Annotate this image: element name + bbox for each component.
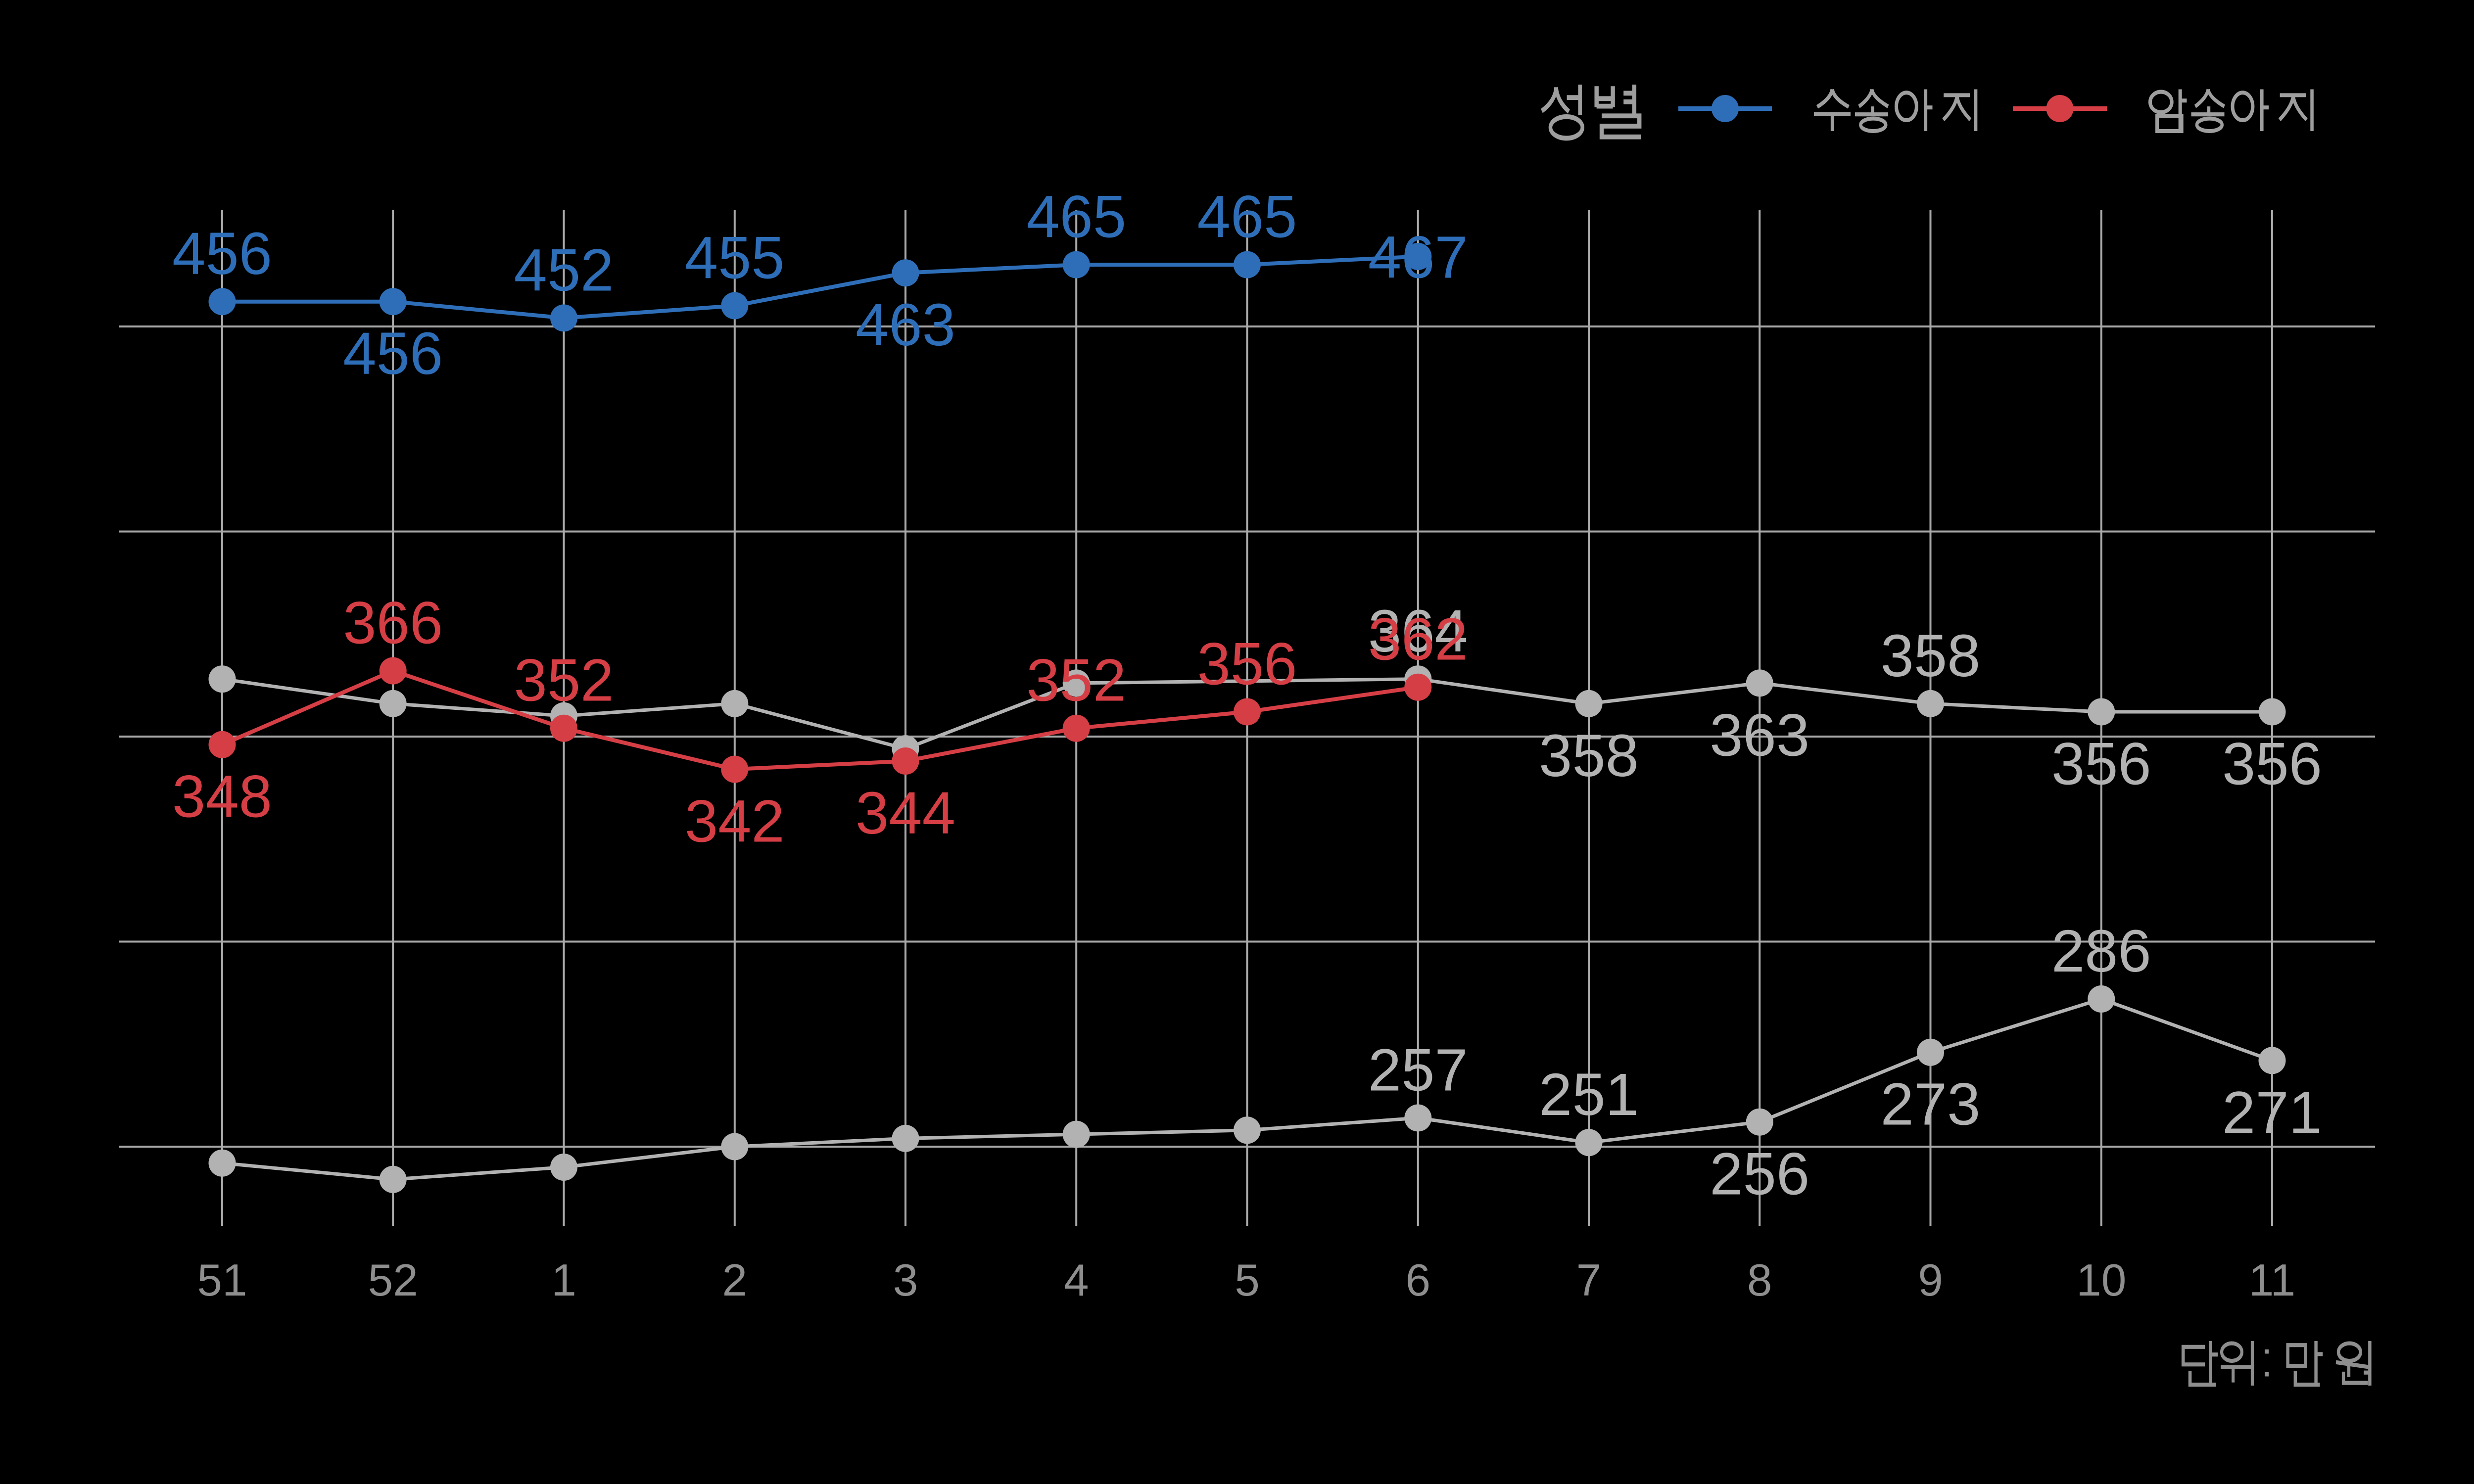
svg-text:1: 1: [551, 1255, 576, 1305]
svg-text:356: 356: [2051, 730, 2151, 797]
svg-text:273: 273: [1881, 1070, 1981, 1138]
svg-text:356: 356: [1197, 630, 1297, 697]
svg-text:52: 52: [368, 1255, 418, 1305]
svg-text:4: 4: [1064, 1255, 1089, 1305]
svg-text:364: 364: [1368, 597, 1468, 664]
svg-text:6: 6: [1405, 1255, 1430, 1305]
svg-text:456: 456: [172, 220, 272, 287]
svg-text:356: 356: [2222, 730, 2322, 797]
svg-text:455: 455: [685, 224, 785, 291]
svg-text:11: 11: [2249, 1255, 2295, 1305]
svg-text:286: 286: [2051, 917, 2151, 984]
svg-text:467: 467: [1368, 224, 1468, 291]
svg-text:256: 256: [1710, 1140, 1809, 1207]
svg-text:2: 2: [722, 1255, 747, 1305]
svg-text:251: 251: [1539, 1061, 1639, 1128]
svg-text:352: 352: [1026, 647, 1126, 714]
svg-text:9: 9: [1918, 1255, 1943, 1305]
svg-text:271: 271: [2222, 1078, 2322, 1146]
svg-text:352: 352: [514, 647, 614, 714]
svg-text:51: 51: [197, 1255, 247, 1305]
svg-text:257: 257: [1368, 1036, 1468, 1104]
svg-text:465: 465: [1026, 183, 1126, 250]
svg-text:5: 5: [1235, 1255, 1260, 1305]
svg-text:348: 348: [172, 763, 272, 830]
svg-text:10: 10: [2076, 1255, 2126, 1305]
svg-text:3: 3: [893, 1255, 918, 1305]
svg-text:465: 465: [1197, 183, 1297, 250]
svg-text:344: 344: [856, 779, 955, 846]
svg-text:363: 363: [1710, 701, 1809, 768]
svg-text:358: 358: [1881, 622, 1981, 689]
svg-text:362: 362: [1368, 605, 1468, 673]
svg-text:7: 7: [1576, 1255, 1602, 1305]
svg-text:463: 463: [856, 291, 955, 358]
svg-text:358: 358: [1539, 722, 1639, 789]
svg-text:342: 342: [685, 788, 785, 855]
svg-text:452: 452: [514, 236, 614, 303]
svg-text:8: 8: [1747, 1255, 1772, 1305]
svg-text:366: 366: [343, 589, 443, 656]
svg-text:456: 456: [343, 320, 443, 387]
